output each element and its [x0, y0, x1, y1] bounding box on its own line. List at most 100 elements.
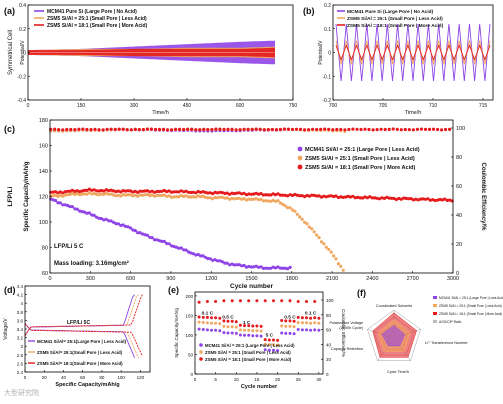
ce-point: [93, 127, 97, 131]
capacity-point: [247, 324, 251, 328]
capacity-point: [428, 198, 432, 202]
capacity-point: [348, 195, 353, 199]
ce-point: [387, 127, 391, 131]
capacity-point: [92, 188, 96, 192]
capacity-point: [66, 203, 70, 208]
capacity-point: [51, 194, 55, 198]
capacity-point: [286, 206, 290, 210]
legend-label: ZSM5 Si/Al = 18:1 (Small Pore | More Aci…: [47, 23, 148, 29]
capacity-point: [189, 251, 193, 255]
capacity-point: [87, 211, 91, 215]
capacity-point: [80, 189, 84, 193]
capacity-point: [222, 331, 226, 335]
x-tick-label: 300: [130, 103, 139, 109]
ce-point: [109, 127, 113, 131]
capacity-point: [276, 199, 280, 203]
capacity-point: [232, 197, 236, 201]
capacity-point: [296, 315, 300, 319]
legend-marker: [199, 343, 203, 347]
capacity-point: [174, 245, 178, 249]
x-axis-title: Time/h: [405, 110, 422, 116]
ce-point: [77, 127, 81, 131]
plot-frame: [49, 119, 454, 274]
legend-label: ZSM5 Si/Al= 18:1(Small Pore | More Acid): [37, 361, 123, 366]
capacity-point: [177, 190, 181, 194]
capacity-point: [319, 240, 324, 244]
capacity-point: [238, 328, 242, 332]
capacity-point: [153, 238, 157, 242]
capacity-point: [213, 258, 217, 262]
y-tick-label: 0: [328, 51, 331, 57]
ce-point: [305, 300, 308, 303]
y-tick-label: 50: [188, 352, 194, 357]
capacity-point: [252, 192, 256, 196]
capacity-point: [121, 189, 125, 193]
ce-point: [262, 128, 266, 132]
capacity-point: [201, 254, 205, 258]
capacity-point: [296, 321, 300, 324]
capacity-point: [382, 196, 386, 200]
capacity-point: [228, 192, 232, 196]
capacity-point: [90, 213, 94, 217]
capacity-point: [172, 195, 176, 199]
ce-point: [258, 127, 262, 131]
y-tick-label: 4.2: [17, 293, 24, 298]
capacity-point: [160, 189, 164, 193]
ce-point: [423, 127, 428, 131]
capacity-point: [162, 188, 166, 193]
ce-point: [247, 299, 251, 303]
capacity-point: [51, 190, 55, 194]
capacity-point: [292, 319, 296, 323]
capacity-point: [300, 328, 304, 332]
x-tick-label: 40: [61, 375, 67, 380]
capacity-point: [421, 197, 425, 201]
capacity-point: [174, 190, 178, 194]
capacity-point: [220, 191, 224, 195]
capacity-point: [300, 321, 304, 325]
ce-point: [272, 299, 275, 303]
annotation: Mass loading: 3.16mg/cm²: [54, 260, 129, 267]
capacity-point: [196, 194, 200, 198]
capacity-point: [416, 198, 420, 202]
ce-point: [266, 128, 270, 132]
ce-point: [105, 127, 109, 131]
capacity-point: [235, 263, 239, 267]
x-tick-label: 25: [296, 377, 302, 382]
capacity-point: [244, 265, 249, 269]
capacity-point: [131, 194, 135, 198]
x-tick-label: 0: [27, 103, 30, 109]
capacity-point: [280, 324, 284, 328]
capacity-point: [210, 321, 213, 325]
capacity-point: [148, 235, 152, 239]
capacity-point: [208, 196, 212, 200]
capacity-point: [143, 193, 147, 197]
ce-point: [129, 128, 133, 132]
x-tick-label: 120: [137, 375, 145, 380]
y2-axis-title: Coulombic Efficiency/%: [480, 162, 486, 231]
capacity-point: [92, 213, 96, 217]
y-tick-label: 0: [190, 372, 193, 377]
capacity-point: [269, 193, 273, 197]
y2-tick-label: 40: [456, 213, 462, 219]
capacity-point: [272, 338, 275, 342]
ce-point: [238, 128, 242, 132]
capacity-point: [300, 217, 304, 221]
ce-point: [214, 127, 218, 131]
ce-point: [339, 127, 343, 132]
capacity-point: [238, 323, 242, 327]
y-tick-label: -0.1: [322, 74, 331, 80]
x-tick-label: 100: [117, 375, 125, 380]
capacity-point: [99, 192, 103, 196]
capacity-point: [184, 189, 188, 193]
ce-point: [331, 128, 335, 132]
capacity-point: [264, 193, 268, 197]
capacity-point: [218, 329, 222, 333]
x-tick-label: 2400: [366, 276, 378, 282]
legend-label: ZSM5 Si/Al= 25:1(Small Pore | Less Acid): [37, 350, 123, 355]
capacity-point: [243, 333, 246, 337]
ce-point: [255, 299, 259, 303]
capacity-point: [353, 196, 357, 200]
ce-point: [145, 127, 149, 131]
capacity-point: [191, 195, 195, 199]
